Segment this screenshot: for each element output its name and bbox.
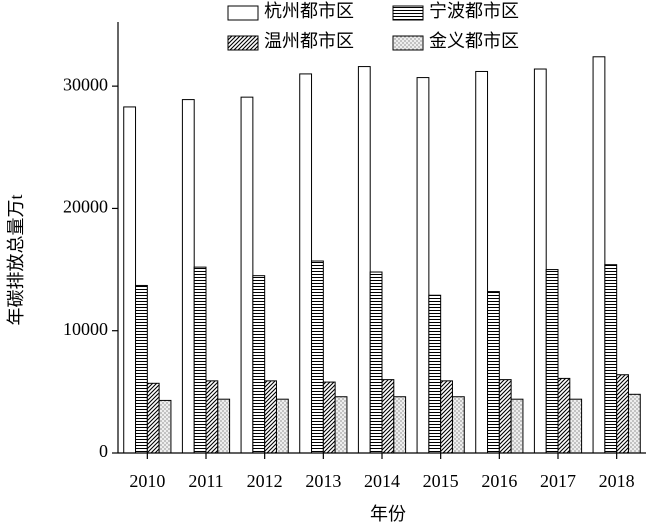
legend-swatch [392, 5, 424, 21]
x-tick-label: 2018 [599, 471, 635, 491]
bar [181, 99, 195, 454]
legend-swatch [227, 5, 259, 21]
y-axis-label: 年碳排放总量万t [6, 194, 26, 325]
bar [440, 380, 453, 454]
bar [393, 396, 407, 454]
bar [240, 96, 254, 454]
x-tick-label: 2013 [305, 471, 341, 491]
bar [557, 377, 571, 454]
bar [498, 379, 512, 454]
legend-swatch [227, 35, 259, 51]
bar [205, 380, 219, 454]
bar [146, 382, 160, 454]
bar [569, 398, 583, 454]
bar [311, 260, 324, 454]
bar [604, 264, 618, 454]
x-tick-label: 2010 [129, 471, 165, 491]
x-tick-label: 2017 [540, 471, 576, 491]
legend-label: 宁波都市区 [429, 1, 519, 21]
bar [135, 284, 148, 454]
bar [592, 56, 606, 454]
bar [322, 381, 336, 454]
bar [533, 68, 547, 454]
legend-label: 温州都市区 [264, 31, 354, 51]
y-tick-label: 0 [99, 441, 108, 461]
bar [451, 396, 465, 454]
bar [616, 374, 629, 454]
bar [475, 70, 489, 454]
y-tick-label: 10000 [63, 319, 108, 339]
bar [487, 291, 500, 454]
bar [510, 398, 524, 454]
bar [334, 396, 348, 454]
bar [299, 73, 313, 454]
bar [217, 398, 231, 454]
bar [123, 106, 137, 454]
x-tick-label: 2012 [247, 471, 283, 491]
bar [627, 393, 641, 454]
bar [381, 379, 395, 454]
x-tick-label: 2015 [423, 471, 459, 491]
y-tick-label: 20000 [63, 197, 108, 217]
bar [545, 269, 559, 454]
bar [252, 275, 266, 454]
x-axis-label: 年份 [370, 504, 406, 524]
bar [357, 66, 371, 454]
x-tick-label: 2011 [188, 471, 223, 491]
bar [428, 294, 442, 454]
x-tick-label: 2014 [364, 471, 400, 491]
legend-label: 杭州都市区 [264, 1, 354, 21]
bar [275, 398, 289, 454]
x-tick-label: 2016 [481, 471, 517, 491]
bar [193, 266, 207, 454]
bar [416, 77, 430, 454]
legend-swatch [392, 35, 424, 51]
y-tick-label: 30000 [63, 74, 108, 94]
bar [158, 399, 172, 454]
bar [369, 271, 383, 454]
bar [264, 380, 277, 454]
legend-label: 金义都市区 [429, 31, 519, 51]
